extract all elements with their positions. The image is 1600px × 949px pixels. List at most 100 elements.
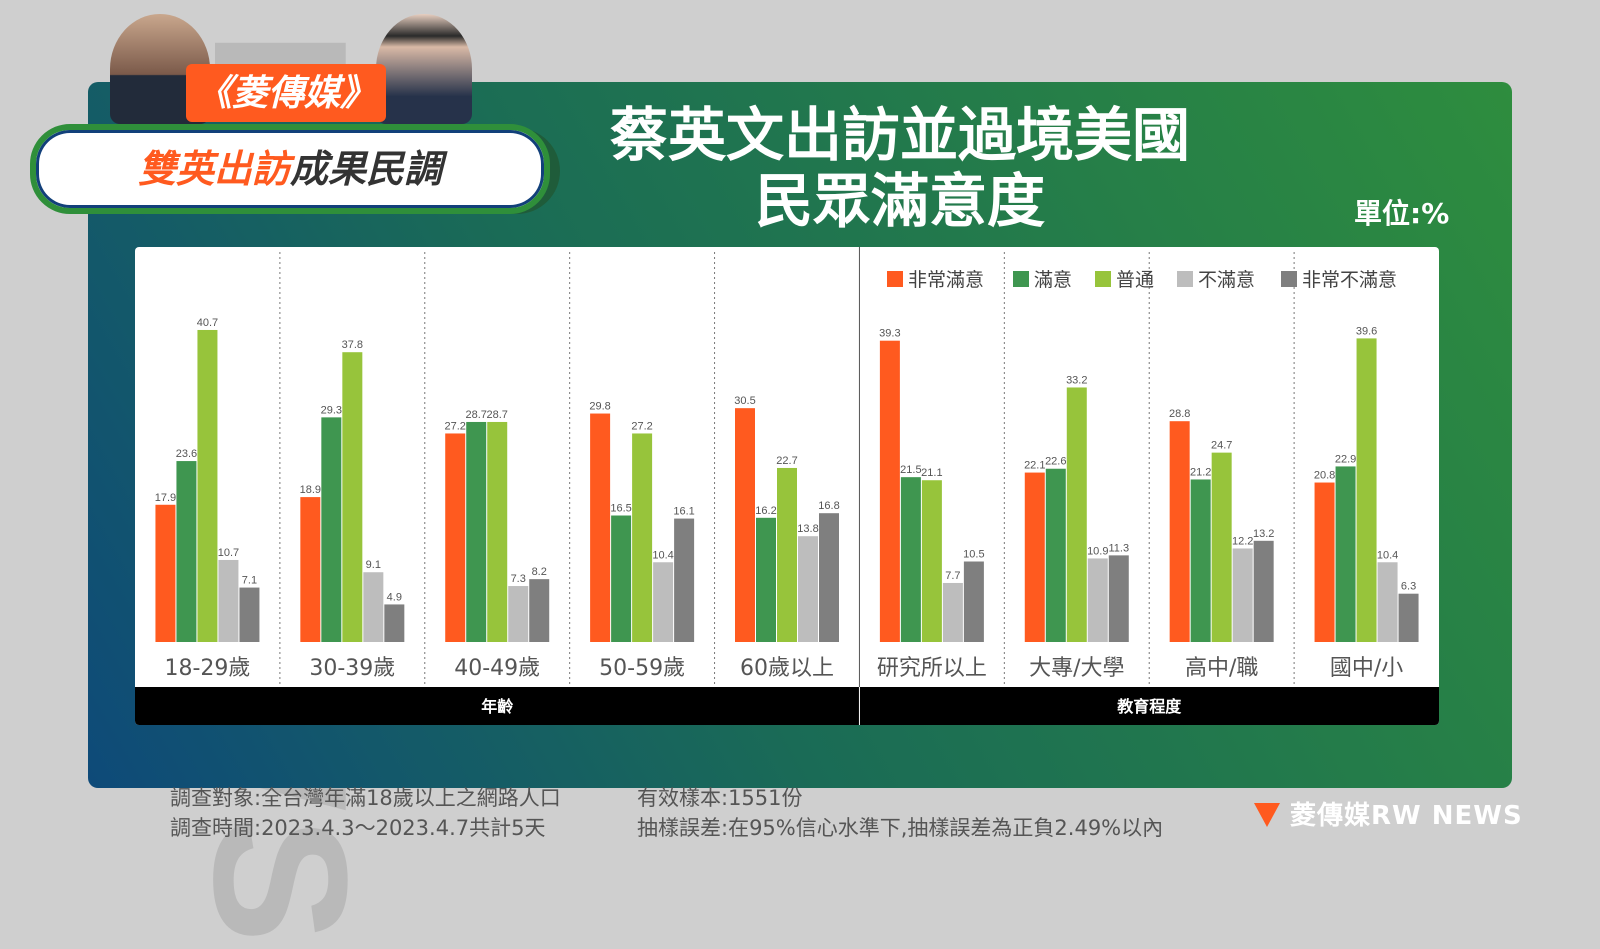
bar (653, 562, 674, 642)
data-label: 8.2 (532, 566, 547, 578)
brand-badge: 《菱傳媒》 (186, 64, 386, 122)
bar (1398, 593, 1419, 642)
data-label: 7.1 (242, 575, 257, 587)
bar (777, 467, 797, 642)
data-label: 29.3 (321, 404, 342, 416)
group-label: 年齡 (481, 697, 513, 716)
bar (756, 517, 776, 642)
bar (239, 587, 260, 642)
data-label: 11.3 (1108, 542, 1129, 554)
data-label: 20.8 (1314, 470, 1335, 482)
bar (487, 421, 508, 642)
legend-swatch (887, 271, 903, 287)
bar (1087, 558, 1108, 642)
bar (1314, 482, 1335, 642)
data-label: 9.1 (366, 559, 381, 571)
category-label: 60歲以上 (740, 656, 834, 681)
bar (321, 417, 342, 642)
category-label: 18-29歲 (164, 656, 250, 681)
data-label: 4.9 (387, 591, 402, 603)
bar (508, 586, 529, 642)
legend-swatch (1281, 271, 1297, 287)
data-label: 6.3 (1401, 581, 1416, 593)
survey-time: 調查時間:2023.4.3～2023.4.7共計5天 (170, 816, 546, 840)
data-label: 28.8 (1169, 408, 1190, 420)
bar (342, 352, 363, 642)
bar (529, 579, 550, 642)
sampling-error: 抽樣誤差:在95%信心水準下,抽樣誤差為正負2.49%以內 (637, 816, 1164, 840)
bar-chart: 17.9 23.6 40.7 10.7 7.1 18-29歲 18.9 29.3 37.8 9.1… (135, 247, 1439, 725)
data-label: 22.7 (776, 455, 797, 467)
data-label: 21.1 (921, 467, 942, 479)
data-label: 16.5 (610, 503, 631, 515)
subtitle-part-a: 雙英出訪 (137, 146, 290, 191)
category-label: 大專/大學 (1029, 656, 1124, 681)
data-label: 28.7 (466, 409, 487, 421)
data-label: 30.5 (734, 395, 755, 407)
bar (1024, 472, 1045, 642)
subtitle-pill: 雙英出訪成果民調 (30, 124, 550, 214)
bar (1169, 421, 1190, 642)
subtitle-part-b: 成果民調 (290, 146, 443, 191)
category-label: 國中/小 (1330, 656, 1403, 681)
data-label: 39.6 (1356, 325, 1377, 337)
bar (1211, 452, 1232, 642)
chart-title: 蔡英文出訪並過境美國 民眾滿意度 (560, 102, 1240, 234)
data-label: 22.6 (1045, 456, 1066, 468)
data-label: 22.1 (1024, 460, 1045, 472)
data-label: 21.5 (900, 464, 921, 476)
bar (900, 477, 921, 642)
chart-area: 17.9 23.6 40.7 10.7 7.1 18-29歲 18.9 29.3 37.8 9.1… (135, 247, 1439, 725)
data-label: 10.7 (218, 547, 239, 559)
data-label: 10.9 (1087, 545, 1108, 557)
bar (798, 536, 818, 642)
unit-label: 單位:% (1354, 197, 1450, 230)
bar (300, 497, 321, 642)
legend-label: 非常不滿意 (1302, 269, 1397, 291)
bar (218, 559, 239, 642)
category-label: 40-49歲 (454, 656, 540, 681)
bar (674, 518, 695, 642)
category-label: 30-39歲 (309, 656, 395, 681)
data-label: 16.1 (673, 506, 694, 518)
bar (1377, 562, 1398, 642)
bar (1253, 540, 1274, 642)
data-label: 10.4 (1377, 549, 1398, 561)
data-label: 37.8 (342, 339, 363, 351)
logo-mark-icon (1250, 797, 1284, 831)
title-line-1: 蔡英文出訪並過境美國 (609, 101, 1190, 169)
bar (1108, 555, 1129, 642)
data-label: 29.8 (589, 401, 610, 413)
data-label: 10.4 (652, 549, 673, 561)
bar (611, 515, 632, 642)
legend-label: 不滿意 (1198, 269, 1255, 291)
logo-text: 菱傳媒RW NEWS (1290, 801, 1523, 831)
data-label: 28.7 (487, 409, 508, 421)
subtitle-text: 雙英出訪成果民調 (36, 130, 544, 208)
legend-swatch (1013, 271, 1029, 287)
legend-swatch (1177, 271, 1193, 287)
bar (942, 582, 963, 642)
category-label: 研究所以上 (877, 656, 987, 681)
data-label: 22.9 (1335, 453, 1356, 465)
bar (590, 413, 611, 642)
portrait-tsai (376, 14, 472, 124)
bar (1335, 466, 1356, 642)
data-label: 16.8 (818, 500, 839, 512)
bar (735, 408, 755, 642)
rwnews-logo: 菱傳媒RW NEWS (1250, 795, 1523, 832)
bar (384, 604, 405, 642)
bar (197, 329, 218, 642)
data-label: 24.7 (1211, 440, 1232, 452)
bar (819, 513, 839, 642)
category-label: 50-59歲 (599, 656, 685, 681)
bar (632, 433, 653, 642)
category-label: 高中/職 (1185, 656, 1258, 681)
bar (1190, 479, 1211, 642)
group-band (135, 687, 1439, 725)
data-label: 27.2 (631, 420, 652, 432)
data-label: 23.6 (176, 448, 197, 460)
data-label: 16.2 (755, 505, 776, 517)
data-label: 39.3 (879, 328, 900, 340)
data-label: 7.3 (511, 573, 526, 585)
